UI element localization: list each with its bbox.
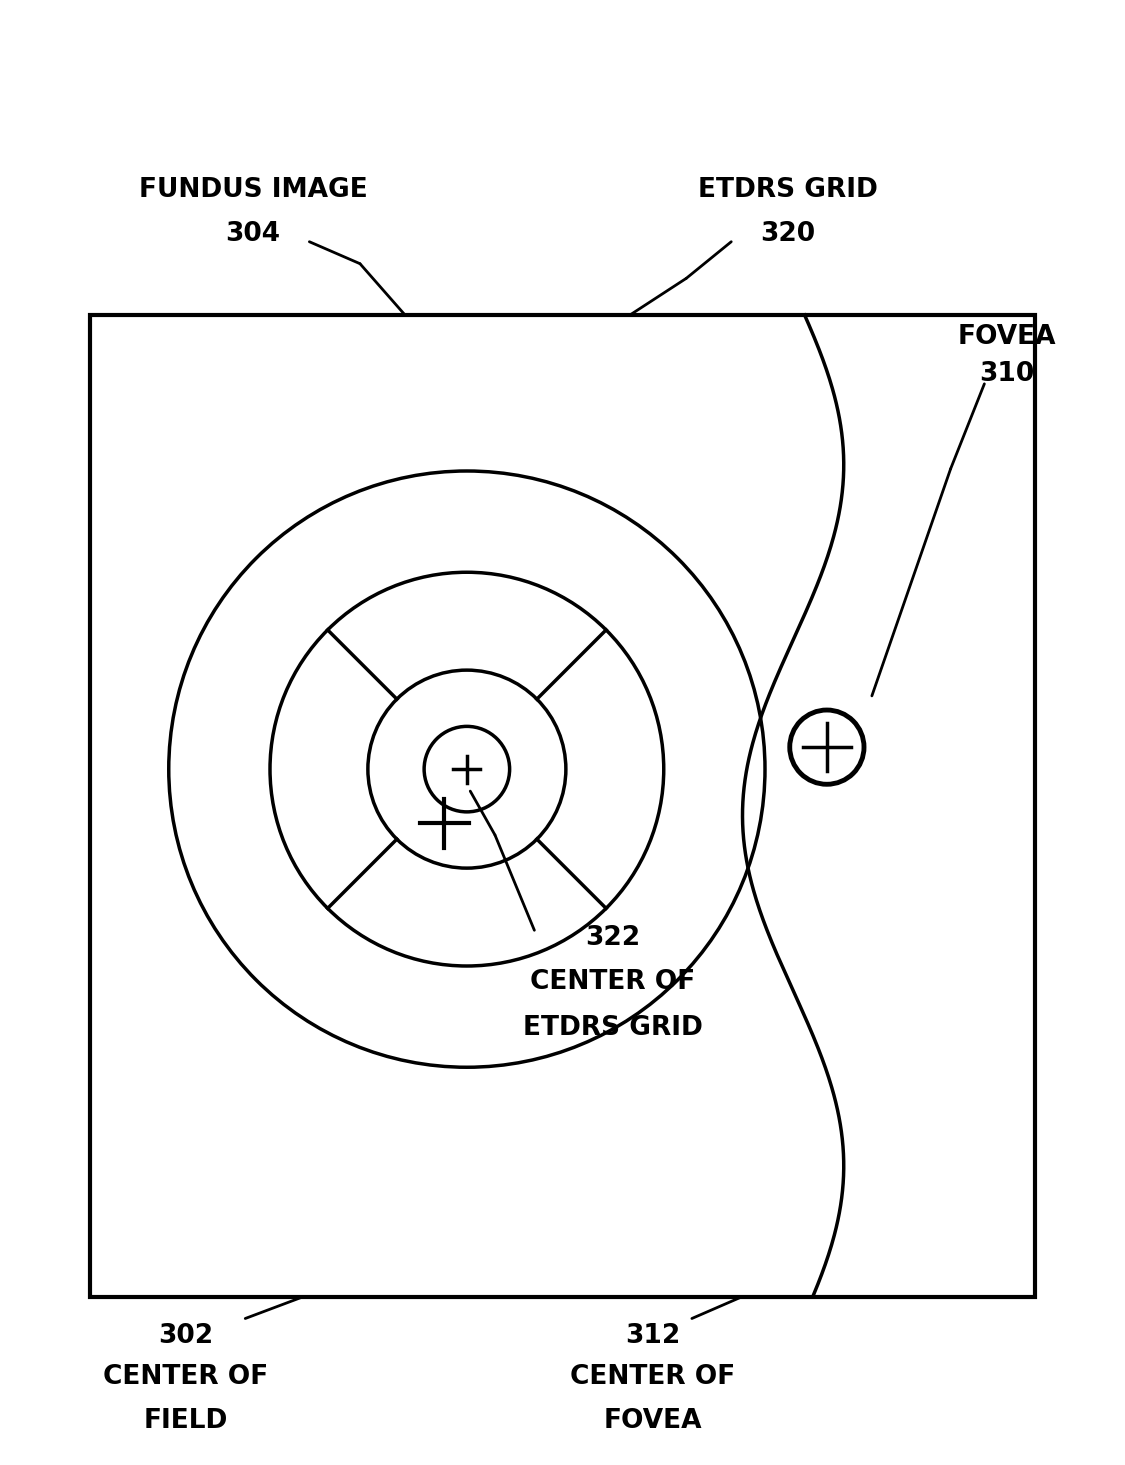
Text: 320: 320 bbox=[760, 221, 814, 248]
Text: 322: 322 bbox=[586, 924, 641, 951]
Text: ETDRS GRID: ETDRS GRID bbox=[698, 177, 878, 204]
Text: ETDRS GRID: ETDRS GRID bbox=[523, 1015, 703, 1042]
Text: 304: 304 bbox=[226, 221, 280, 248]
Text: 312: 312 bbox=[624, 1323, 681, 1349]
Text: CENTER OF: CENTER OF bbox=[570, 1364, 735, 1390]
Text: 302: 302 bbox=[158, 1323, 214, 1349]
Text: 310: 310 bbox=[979, 360, 1035, 387]
Text: FOVEA: FOVEA bbox=[603, 1408, 702, 1434]
Text: FOVEA: FOVEA bbox=[957, 324, 1056, 350]
Text: FUNDUS IMAGE: FUNDUS IMAGE bbox=[138, 177, 368, 204]
Text: CENTER OF: CENTER OF bbox=[531, 968, 695, 995]
Bar bbox=[90, 315, 1035, 1297]
Text: FIELD: FIELD bbox=[144, 1408, 227, 1434]
Text: CENTER OF: CENTER OF bbox=[104, 1364, 268, 1390]
